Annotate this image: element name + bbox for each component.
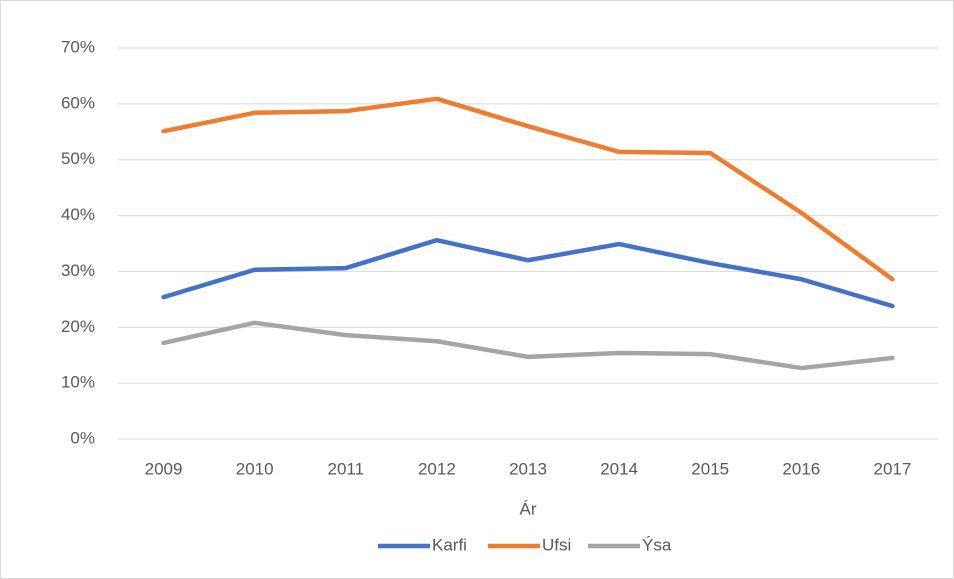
series-line — [161, 237, 895, 309]
series-line — [161, 96, 895, 282]
x-tick-label: 2013 — [509, 459, 547, 478]
x-tick-label: 2009 — [145, 459, 183, 478]
x-tick-label: 2012 — [418, 459, 456, 478]
legend-label: Karfi — [432, 535, 467, 554]
y-tick-label: 50% — [61, 149, 95, 168]
y-tick-label: 0% — [70, 428, 95, 447]
x-tick-label: 2015 — [691, 459, 729, 478]
legend-label: Ýsa — [642, 535, 672, 554]
y-tick-label: 30% — [61, 261, 95, 280]
y-tick-label: 70% — [61, 37, 95, 56]
y-tick-label: 20% — [61, 317, 95, 336]
series-line — [161, 320, 895, 371]
x-tick-label: 2017 — [874, 459, 912, 478]
x-tick-label: 2016 — [782, 459, 820, 478]
x-tick-label: 2014 — [600, 459, 638, 478]
x-axis-label: Ár — [520, 499, 537, 518]
x-tick-label: 2010 — [236, 459, 274, 478]
x-tick-label: 2011 — [327, 459, 364, 478]
legend-label: Ufsi — [542, 535, 571, 554]
y-tick-label: 60% — [61, 93, 95, 112]
y-tick-label: 40% — [61, 205, 95, 224]
y-tick-label: 10% — [61, 373, 95, 392]
